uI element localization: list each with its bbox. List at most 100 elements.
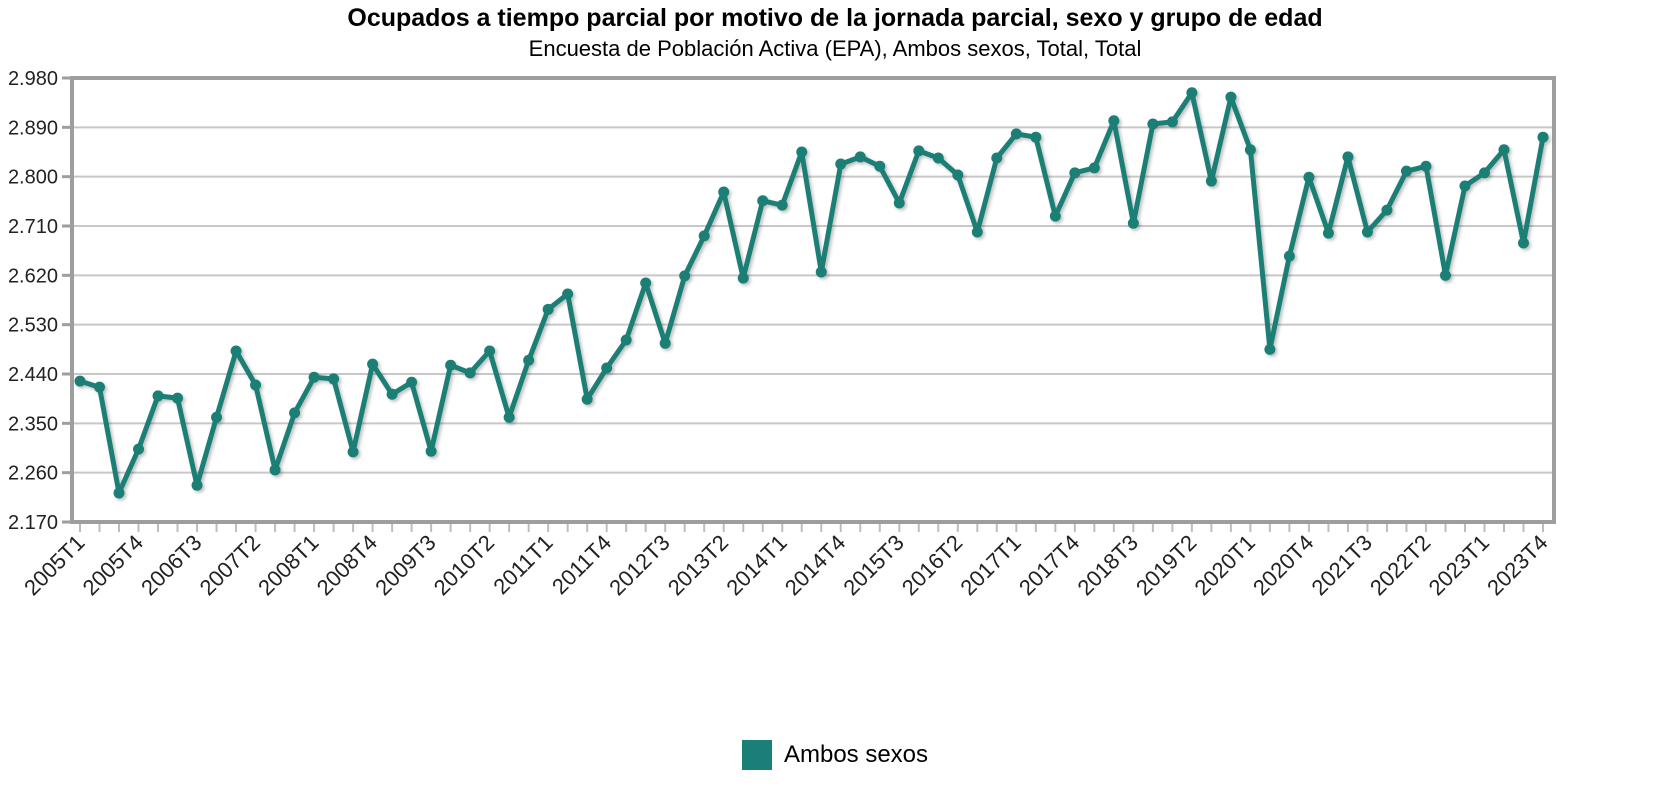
data-point[interactable] xyxy=(1205,175,1217,187)
data-point[interactable] xyxy=(250,379,262,391)
y-tick-label: 2.440 xyxy=(8,364,58,386)
data-point[interactable] xyxy=(1069,167,1081,179)
data-point[interactable] xyxy=(152,390,164,402)
y-tick-label: 2.170 xyxy=(8,512,58,534)
data-point[interactable] xyxy=(893,197,905,209)
data-point[interactable] xyxy=(1283,250,1295,262)
x-tick-label: 2014T4 xyxy=(780,530,850,600)
data-point[interactable] xyxy=(425,445,437,457)
data-point[interactable] xyxy=(1049,210,1061,222)
x-tick-label: 2011T1 xyxy=(488,530,557,599)
data-point[interactable] xyxy=(1186,87,1198,99)
data-point[interactable] xyxy=(562,288,574,300)
x-tick-label: 2017T1 xyxy=(955,530,1025,600)
y-axis: 2.170 2.260 2.350 2.440 2.530 2.620 2.710 2.800… xyxy=(8,68,72,534)
data-point[interactable] xyxy=(308,371,320,383)
data-point[interactable] xyxy=(757,195,769,207)
gridlines xyxy=(72,77,1554,523)
data-point[interactable] xyxy=(1010,128,1022,140)
chart-subtitle: Encuesta de Población Activa (EPA), Ambo… xyxy=(528,36,1142,61)
data-point[interactable] xyxy=(289,407,301,419)
data-point[interactable] xyxy=(601,362,613,374)
x-axis: 2005T12005T42006T32007T22008T12008T42009… xyxy=(19,524,1553,600)
data-point[interactable] xyxy=(1166,116,1178,128)
data-point[interactable] xyxy=(464,367,476,379)
data-point[interactable] xyxy=(484,345,496,357)
y-tick-label: 2.260 xyxy=(8,463,58,485)
data-point[interactable] xyxy=(932,152,944,164)
x-tick-label: 2008T1 xyxy=(253,530,323,600)
data-point[interactable] xyxy=(640,277,652,289)
data-point[interactable] xyxy=(1244,144,1256,156)
data-point[interactable] xyxy=(347,446,359,458)
data-point[interactable] xyxy=(1147,118,1159,130)
data-point[interactable] xyxy=(406,376,418,388)
data-point[interactable] xyxy=(874,160,886,172)
data-point[interactable] xyxy=(1517,237,1529,249)
legend: Ambos sexos xyxy=(0,740,1670,770)
data-point[interactable] xyxy=(1459,180,1471,192)
data-point[interactable] xyxy=(1030,131,1042,143)
legend-label: Ambos sexos xyxy=(783,741,929,768)
data-point[interactable] xyxy=(503,411,515,423)
data-point[interactable] xyxy=(1127,217,1139,229)
data-point[interactable] xyxy=(523,354,535,366)
data-point[interactable] xyxy=(191,479,203,491)
x-tick-label: 2009T3 xyxy=(370,530,440,600)
data-point[interactable] xyxy=(1361,226,1373,238)
data-point[interactable] xyxy=(1342,151,1354,163)
data-point[interactable] xyxy=(94,381,106,393)
data-point[interactable] xyxy=(1420,160,1432,172)
data-point[interactable] xyxy=(113,487,125,499)
x-tick-label: 2022T2 xyxy=(1365,530,1435,600)
data-point[interactable] xyxy=(445,359,457,371)
data-point[interactable] xyxy=(835,158,847,170)
data-point[interactable] xyxy=(542,303,554,315)
data-point[interactable] xyxy=(796,146,808,158)
data-point[interactable] xyxy=(776,199,788,211)
data-point[interactable] xyxy=(815,266,827,278)
x-tick-label: 2015T3 xyxy=(838,530,908,600)
x-tick-label: 2010T2 xyxy=(429,530,499,600)
data-point[interactable] xyxy=(659,337,671,349)
data-point[interactable] xyxy=(991,152,1003,164)
data-point[interactable] xyxy=(581,393,593,405)
series-line xyxy=(79,90,1546,496)
data-point[interactable] xyxy=(679,270,691,282)
data-point[interactable] xyxy=(620,334,632,346)
data-point[interactable] xyxy=(698,230,710,242)
data-point[interactable] xyxy=(1498,144,1510,156)
data-point[interactable] xyxy=(1303,171,1315,183)
x-tick-label: 2005T1 xyxy=(19,530,89,600)
x-tick-label: 2018T3 xyxy=(1072,530,1142,600)
x-tick-label: 2020T4 xyxy=(1248,530,1318,600)
data-point[interactable] xyxy=(269,464,281,476)
data-point[interactable] xyxy=(1088,162,1100,174)
data-point[interactable] xyxy=(1264,343,1276,355)
data-point[interactable] xyxy=(133,443,145,455)
data-point[interactable] xyxy=(718,186,730,198)
data-point[interactable] xyxy=(211,411,223,423)
data-point[interactable] xyxy=(328,373,340,385)
data-point[interactable] xyxy=(1478,167,1490,179)
y-tick-label: 2.800 xyxy=(8,167,58,189)
data-point[interactable] xyxy=(1381,204,1393,216)
data-point[interactable] xyxy=(737,272,749,284)
data-point[interactable] xyxy=(1400,165,1412,177)
data-point[interactable] xyxy=(367,358,379,370)
y-tick-label: 2.890 xyxy=(8,117,58,139)
y-tick-label: 2.710 xyxy=(8,216,58,238)
data-point[interactable] xyxy=(386,388,398,400)
data-point[interactable] xyxy=(1225,91,1237,103)
data-point[interactable] xyxy=(971,226,983,238)
data-point[interactable] xyxy=(952,169,964,181)
data-point[interactable] xyxy=(1537,131,1549,143)
data-point[interactable] xyxy=(1439,269,1451,281)
data-point[interactable] xyxy=(1322,227,1334,239)
data-point[interactable] xyxy=(854,151,866,163)
data-point[interactable] xyxy=(74,375,86,387)
data-point[interactable] xyxy=(230,345,242,357)
data-point[interactable] xyxy=(172,392,184,404)
data-point[interactable] xyxy=(1108,115,1120,127)
data-point[interactable] xyxy=(913,145,925,157)
